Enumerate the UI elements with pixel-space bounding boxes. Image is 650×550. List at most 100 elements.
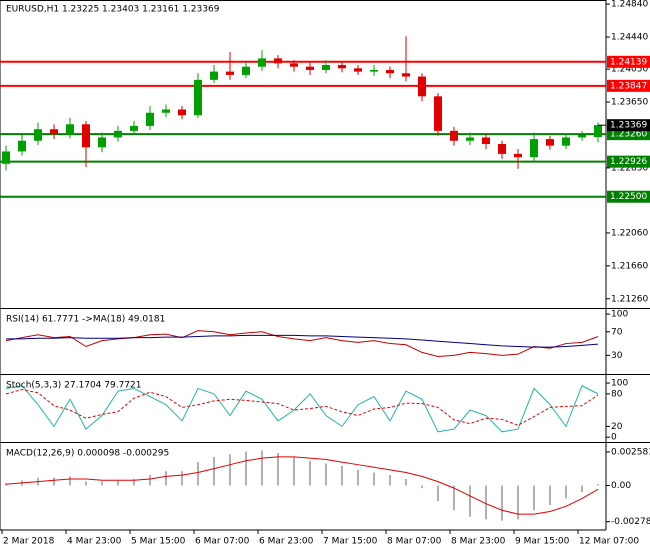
histogram-bar bbox=[517, 485, 519, 520]
histogram-bar bbox=[453, 485, 455, 511]
candle-body bbox=[34, 129, 42, 141]
histogram-bar bbox=[261, 450, 263, 486]
y-tick-label: 0.00 bbox=[611, 481, 631, 491]
last-price-tag bbox=[607, 119, 650, 132]
y-tick-label: 1.24840 bbox=[611, 0, 648, 10]
candle-body bbox=[578, 134, 586, 138]
candle-body bbox=[466, 137, 474, 141]
histogram-bar bbox=[357, 469, 359, 486]
candle-body bbox=[354, 68, 362, 72]
level-tag bbox=[607, 155, 650, 168]
candle-body bbox=[562, 137, 570, 146]
histogram-bar bbox=[309, 460, 311, 486]
y-tick-label: 100 bbox=[611, 379, 628, 389]
candle-body bbox=[98, 137, 106, 148]
y-tick-label: 80 bbox=[611, 389, 623, 399]
histogram-bar bbox=[597, 484, 599, 486]
histogram-bar bbox=[389, 475, 391, 486]
y-tick-label: 0.002581 bbox=[611, 447, 650, 457]
candle-body bbox=[402, 73, 410, 77]
candle-body bbox=[66, 124, 74, 135]
histogram-bar bbox=[245, 451, 247, 486]
y-tick-label: 20 bbox=[611, 422, 623, 432]
y-tick-label: 1.21260 bbox=[611, 294, 648, 304]
histogram-bar bbox=[325, 463, 327, 486]
x-tick-label: 7 Mar 15:00 bbox=[323, 537, 378, 547]
histogram-bar bbox=[341, 465, 343, 486]
candle-body bbox=[146, 112, 154, 126]
candle-body bbox=[594, 125, 602, 138]
candle-body bbox=[482, 137, 490, 145]
candle-body bbox=[370, 69, 378, 72]
histogram-bar bbox=[229, 454, 231, 486]
candle-body bbox=[18, 140, 26, 152]
x-tick-label: 5 Mar 15:00 bbox=[131, 537, 186, 547]
y-tick-label: 1.22850 bbox=[611, 163, 648, 173]
y-tick-label: -0.002781 bbox=[611, 517, 650, 527]
last-price-label: 1.23369 bbox=[610, 121, 647, 131]
y-tick-label: 1.23650 bbox=[611, 98, 648, 108]
candle-body bbox=[434, 96, 442, 131]
histogram-bar bbox=[437, 485, 439, 502]
indicator-line bbox=[5, 389, 599, 426]
y-tick-label: 0 bbox=[611, 433, 617, 443]
candle-body bbox=[514, 153, 522, 158]
panel-title: MACD(12,26,9) 0.000098 -0.000295 bbox=[6, 449, 169, 459]
level-tag bbox=[607, 190, 650, 203]
x-tick-label: 2 Mar 2018 bbox=[3, 537, 55, 547]
candle-body bbox=[194, 79, 202, 116]
histogram-bar bbox=[549, 485, 551, 506]
level-label: 1.23260 bbox=[610, 130, 647, 140]
y-tick-label: 100 bbox=[611, 310, 628, 320]
histogram-bar bbox=[469, 485, 471, 517]
histogram-bar bbox=[277, 452, 279, 486]
histogram-bar bbox=[197, 462, 199, 486]
indicator-line bbox=[5, 385, 599, 433]
panel-title: EURUSD,H1 1.23225 1.23403 1.23161 1.2336… bbox=[6, 5, 220, 15]
candle-body bbox=[114, 130, 122, 138]
indicator-line bbox=[5, 330, 599, 358]
candle-body bbox=[226, 71, 234, 75]
panel-title: Stoch(5,3,3) 27.1704 79.7721 bbox=[6, 381, 141, 391]
candle-body bbox=[290, 63, 298, 67]
level-label: 1.22500 bbox=[610, 192, 647, 202]
candle-body bbox=[274, 58, 282, 64]
candle-body bbox=[386, 69, 394, 74]
level-tag bbox=[607, 55, 650, 68]
histogram-bar bbox=[165, 471, 167, 486]
indicator-line bbox=[6, 334, 599, 348]
y-tick-label: 1.21660 bbox=[611, 261, 648, 271]
candle-body bbox=[338, 65, 346, 69]
histogram-bar bbox=[53, 477, 55, 486]
candle-body bbox=[242, 66, 250, 75]
histogram-bar bbox=[149, 475, 151, 486]
x-tick-label: 8 Mar 23:00 bbox=[451, 537, 506, 547]
candle-body bbox=[546, 139, 554, 146]
histogram-bar bbox=[581, 485, 583, 493]
candle-body bbox=[450, 130, 458, 141]
histogram-bar bbox=[85, 481, 87, 486]
candle-body bbox=[530, 139, 538, 158]
histogram-bar bbox=[293, 456, 295, 486]
candle-body bbox=[130, 125, 138, 131]
level-label: 1.24139 bbox=[610, 57, 647, 67]
histogram-bar bbox=[69, 476, 71, 486]
histogram-bar bbox=[501, 485, 503, 521]
histogram-bar bbox=[373, 472, 375, 486]
histogram-bar bbox=[405, 478, 407, 486]
histogram-bar bbox=[213, 456, 215, 486]
x-tick-label: 8 Mar 07:00 bbox=[387, 537, 442, 547]
histogram-bar bbox=[181, 471, 183, 486]
candle-body bbox=[498, 144, 506, 154]
candle-body bbox=[210, 71, 218, 80]
histogram-bar bbox=[101, 481, 103, 486]
level-label: 1.22926 bbox=[610, 157, 647, 167]
candle-body bbox=[162, 109, 170, 113]
level-label: 1.23847 bbox=[610, 81, 647, 91]
x-tick-label: 4 Mar 23:00 bbox=[67, 537, 122, 547]
candle-body bbox=[306, 66, 314, 70]
y-tick-label: 1.24440 bbox=[611, 33, 648, 43]
y-tick-label: 70 bbox=[611, 327, 623, 337]
